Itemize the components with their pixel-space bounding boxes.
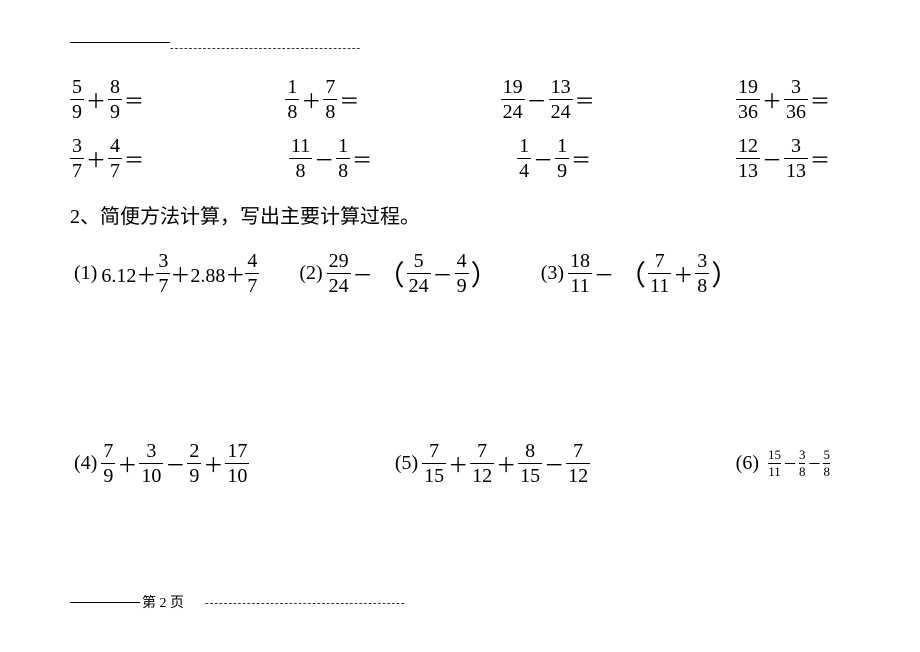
expr-r1-4: 1936 ＋ 336 ＝ [736, 76, 830, 123]
problem-row-1: 59 ＋ 89 ＝ 18 ＋ 78 ＝ 1924 － 1324 ＝ 1936 ＋… [70, 76, 830, 123]
expr-r1-1: 59 ＋ 89 ＝ [70, 76, 144, 123]
expr-r2-4: 1213 － 313 ＝ [736, 135, 830, 182]
expr-r1-3: 1924 － 1324 ＝ [501, 76, 595, 123]
top-rule-solid [70, 42, 170, 43]
expr-q5: (5) 715 ＋ 712 ＋ 815 － 712 [395, 440, 590, 487]
expr-r1-2: 18 ＋ 78 ＝ [285, 76, 359, 123]
expr-q6: (6) 1511 － 38 － 58 [736, 448, 830, 480]
problem-row-2: 37 ＋ 47 ＝ 118 － 18 ＝ 14 － 19 ＝ 1213 － 31… [70, 135, 830, 182]
top-rule-dash: ----------------------------------------… [170, 42, 360, 54]
problem-row-3: (1) 6.12＋ 37 ＋2.88＋ 47 (2) 2924 － （ 524 … [74, 250, 654, 297]
footer-rule: 第 2 页 ----------------------------------… [70, 592, 850, 612]
expr-q4: (4) 79 ＋ 310 － 29 ＋ 1710 [74, 440, 249, 487]
page-number: 第 2 页 [142, 592, 184, 612]
section-heading: 2、简便方法计算，写出主要计算过程。 [70, 200, 420, 229]
expr-r2-2: 118 － 18 ＝ [289, 135, 372, 182]
expr-q2: (2) 2924 － （ 524 － 49 ） [299, 250, 500, 297]
expr-q3: (3) 1811 － （ 711 ＋ 38 ） [541, 250, 742, 297]
expr-r2-3: 14 － 19 ＝ [517, 135, 591, 182]
problem-row-4: (4) 79 ＋ 310 － 29 ＋ 1710 (5) 715 ＋ 712 ＋… [74, 440, 830, 487]
expr-r2-1: 37 ＋ 47 ＝ [70, 135, 144, 182]
expr-q1: (1) 6.12＋ 37 ＋2.88＋ 47 [74, 250, 259, 297]
